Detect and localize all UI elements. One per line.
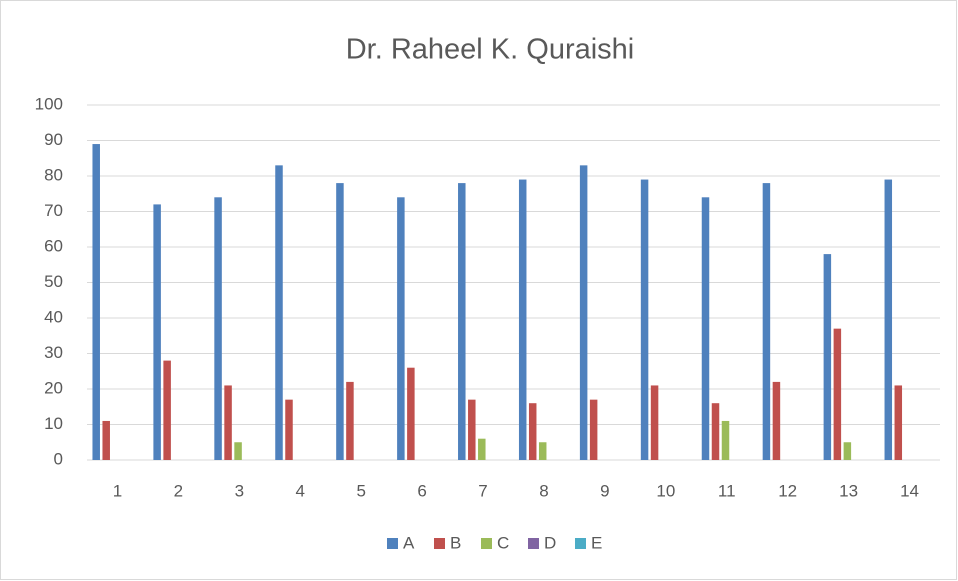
bar <box>884 179 893 461</box>
bar <box>214 197 222 461</box>
bar <box>721 420 730 460</box>
bar <box>468 399 476 460</box>
y-tick-label: 20 <box>44 378 63 397</box>
bar <box>275 165 283 460</box>
y-tick-label: 80 <box>44 165 63 184</box>
bar <box>285 399 293 460</box>
x-tick-label: 1 <box>113 481 122 500</box>
legend-label: A <box>403 533 415 552</box>
x-tick-label: 7 <box>478 481 487 500</box>
bar <box>458 183 466 460</box>
x-tick-label: 11 <box>718 481 736 500</box>
y-tick-label: 50 <box>44 272 63 291</box>
x-tick-label: 3 <box>235 481 244 500</box>
chart-title: Dr. Raheel K. Quraishi <box>346 34 635 66</box>
bar <box>772 381 781 460</box>
bar <box>589 399 598 460</box>
bar <box>538 442 547 460</box>
legend-swatch <box>481 538 492 549</box>
bar <box>701 197 710 461</box>
legend-swatch <box>575 538 586 549</box>
bar <box>579 165 588 460</box>
y-tick-label: 90 <box>44 130 63 149</box>
y-tick-label: 100 <box>35 94 63 113</box>
x-tick-label: 2 <box>174 481 183 500</box>
bar <box>528 403 537 460</box>
x-tick-label: 13 <box>839 481 858 500</box>
y-tick-label: 60 <box>44 236 63 255</box>
bar <box>224 385 232 460</box>
bar <box>650 385 659 460</box>
x-tick-label: 8 <box>539 481 548 500</box>
x-tick-label: 9 <box>600 481 609 500</box>
bar <box>478 438 486 460</box>
bar <box>833 328 842 460</box>
x-tick-label: 4 <box>296 481 305 500</box>
legend-swatch <box>434 538 445 549</box>
bar <box>762 183 771 460</box>
legend-label: D <box>544 533 556 552</box>
bar <box>92 144 100 461</box>
bar <box>640 179 649 461</box>
x-tick-label: 12 <box>778 481 797 500</box>
x-tick-label: 6 <box>417 481 426 500</box>
x-tick-label: 14 <box>900 481 919 500</box>
legend-label: C <box>497 533 509 552</box>
bar <box>234 442 242 460</box>
x-tick-label: 10 <box>656 481 675 500</box>
bar <box>163 360 171 460</box>
bar <box>823 254 832 460</box>
y-tick-label: 70 <box>44 201 63 220</box>
bar <box>407 367 415 460</box>
y-tick-label: 0 <box>54 449 63 468</box>
legend-swatch <box>528 538 539 549</box>
bar <box>397 197 405 461</box>
y-tick-label: 30 <box>44 343 63 362</box>
bar <box>843 442 852 460</box>
legend-label: B <box>450 533 461 552</box>
bar <box>711 403 720 460</box>
y-tick-label: 10 <box>44 414 63 433</box>
legend-swatch <box>387 538 398 549</box>
bar <box>336 183 344 460</box>
bar <box>153 204 161 460</box>
y-tick-label: 40 <box>44 307 63 326</box>
bar <box>518 179 527 461</box>
bar <box>346 381 354 460</box>
legend-label: E <box>591 533 602 552</box>
x-tick-label: 5 <box>356 481 365 500</box>
bar <box>894 385 903 460</box>
bar <box>102 420 110 460</box>
